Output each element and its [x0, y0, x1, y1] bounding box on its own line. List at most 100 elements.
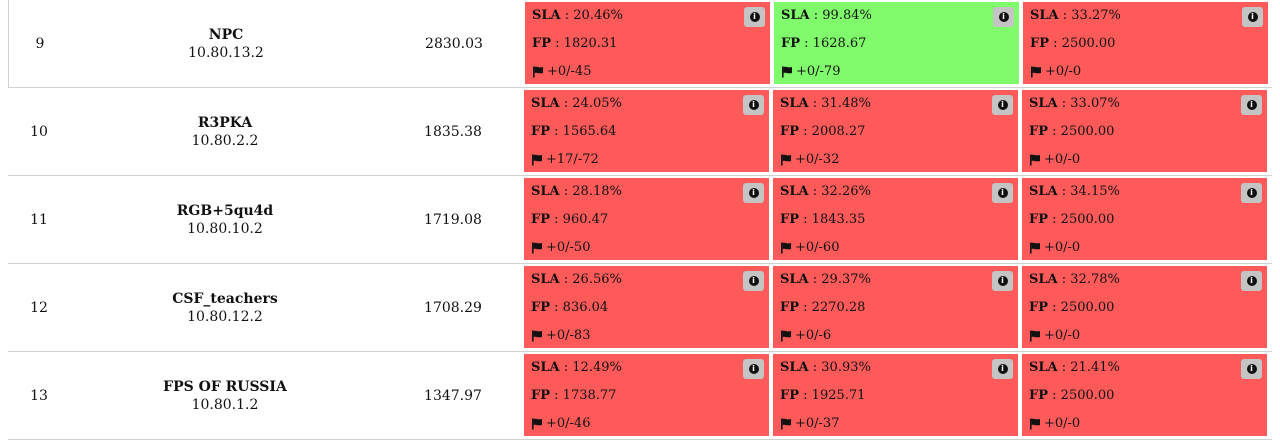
fp-label: FP: [1029, 124, 1049, 139]
sla-label: SLA: [531, 96, 560, 111]
info-icon: i: [748, 188, 759, 198]
info-button[interactable]: i: [743, 271, 764, 291]
flags-value: +0/-0: [1044, 152, 1081, 167]
info-button[interactable]: i: [1241, 271, 1262, 291]
flags-line: +0/-50: [531, 240, 590, 255]
info-button[interactable]: i: [743, 183, 764, 203]
sla-line: SLA : 28.18%: [531, 184, 622, 199]
fp-line: FP : 2500.00: [1030, 36, 1116, 51]
info-icon: i: [748, 276, 759, 286]
info-button[interactable]: i: [1241, 95, 1262, 115]
info-button[interactable]: i: [1241, 183, 1262, 203]
flag-icon: [782, 66, 792, 77]
sla-value: 26.56%: [572, 272, 622, 287]
flag-icon: [532, 154, 542, 165]
info-icon: i: [1246, 100, 1257, 110]
sla-value: 99.84%: [822, 8, 872, 23]
sla-value: 33.27%: [1071, 8, 1121, 23]
service-status-cell: SLA : 33.07% FP : 2500.00 +0/-0 i: [1021, 89, 1268, 173]
fp-line: FP : 1628.67: [781, 36, 867, 51]
sla-label: SLA: [531, 184, 560, 199]
info-button[interactable]: i: [993, 7, 1014, 27]
fp-label: FP: [781, 36, 801, 51]
fp-value: 1738.77: [562, 388, 617, 403]
flags-line: +0/-0: [1030, 64, 1081, 79]
flag-icon: [532, 242, 542, 253]
sla-line: SLA : 30.93%: [780, 360, 871, 375]
fp-value: 960.47: [562, 212, 609, 227]
team-cell: CSF_teachers 10.80.12.2: [130, 264, 320, 351]
flag-icon: [532, 330, 542, 341]
fp-label: FP: [780, 124, 800, 139]
service-status-cell: SLA : 99.84% FP : 1628.67 +0/-79 i: [773, 1, 1020, 85]
service-status-cell: SLA : 28.18% FP : 960.47 +0/-50 i: [523, 177, 770, 261]
flag-icon: [781, 242, 791, 253]
flags-value: +0/-83: [546, 328, 591, 343]
sla-value: 20.46%: [573, 8, 623, 23]
info-button[interactable]: i: [743, 359, 764, 379]
info-button[interactable]: i: [992, 359, 1013, 379]
info-icon: i: [997, 276, 1008, 286]
flags-line: +0/-32: [780, 152, 839, 167]
table-row: 13 FPS OF RUSSIA 10.80.1.2 1347.97 SLA : 12.…: [8, 352, 1272, 440]
info-button[interactable]: i: [992, 183, 1013, 203]
team-place: 10: [30, 123, 48, 140]
team-place: 12: [30, 299, 48, 316]
fp-value: 2008.27: [811, 124, 866, 139]
fp-label: FP: [780, 212, 800, 227]
fp-value: 836.04: [562, 300, 609, 315]
team-place: 13: [30, 387, 48, 404]
fp-label: FP: [1030, 36, 1050, 51]
sla-label: SLA: [780, 360, 809, 375]
flags-value: +17/-72: [546, 152, 599, 167]
fp-label: FP: [1029, 212, 1049, 227]
team-cell: NPC 10.80.13.2: [131, 0, 321, 87]
team-name: CSF_teachers: [172, 290, 278, 307]
fp-value: 1565.64: [562, 124, 617, 139]
sla-value: 32.78%: [1070, 272, 1120, 287]
table-row: 11 RGB+5qu4d 10.80.10.2 1719.08 SLA : 28.18%…: [8, 176, 1272, 264]
sla-line: SLA : 20.46%: [532, 8, 623, 23]
info-button[interactable]: i: [1242, 7, 1263, 27]
info-icon: i: [748, 100, 759, 110]
fp-label: FP: [532, 36, 552, 51]
sla-label: SLA: [1029, 272, 1058, 287]
service-status-cell: SLA : 31.48% FP : 2008.27 +0/-32 i: [772, 89, 1019, 173]
info-button[interactable]: i: [743, 95, 764, 115]
flag-icon: [781, 418, 791, 429]
flags-line: +0/-37: [780, 416, 839, 431]
flag-icon: [1031, 66, 1041, 77]
flags-value: +0/-32: [795, 152, 840, 167]
fp-value: 2270.28: [811, 300, 866, 315]
flags-line: +0/-83: [531, 328, 590, 343]
flags-value: +0/-60: [795, 240, 840, 255]
info-button[interactable]: i: [744, 7, 765, 27]
fp-label: FP: [780, 388, 800, 403]
sla-line: SLA : 12.49%: [531, 360, 622, 375]
flags-value: +0/-50: [546, 240, 591, 255]
flags-value: +0/-0: [1044, 416, 1081, 431]
flags-value: +0/-79: [796, 64, 841, 79]
sla-line: SLA : 32.78%: [1029, 272, 1120, 287]
sla-label: SLA: [531, 272, 560, 287]
team-cell: R3PKA 10.80.2.2: [130, 88, 320, 175]
info-button[interactable]: i: [1241, 359, 1262, 379]
team-place: 9: [35, 35, 45, 52]
team-ip: 10.80.2.2: [191, 132, 259, 149]
info-button[interactable]: i: [992, 95, 1013, 115]
fp-line: FP : 2500.00: [1029, 212, 1115, 227]
fp-value: 2500.00: [1060, 300, 1115, 315]
sla-line: SLA : 32.26%: [780, 184, 871, 199]
service-status-cell: SLA : 20.46% FP : 1820.31 +0/-45 i: [524, 1, 771, 85]
team-ip: 10.80.12.2: [187, 308, 263, 325]
sla-value: 31.48%: [821, 96, 871, 111]
service-status-cell: SLA : 29.37% FP : 2270.28 +0/-6 i: [772, 265, 1019, 349]
flags-line: +0/-0: [1029, 240, 1080, 255]
team-name: R3PKA: [197, 114, 253, 131]
info-button[interactable]: i: [992, 271, 1013, 291]
sla-label: SLA: [531, 360, 560, 375]
service-status-cell: SLA : 26.56% FP : 836.04 +0/-83 i: [523, 265, 770, 349]
flags-value: +0/-6: [795, 328, 832, 343]
fp-label: FP: [531, 212, 551, 227]
